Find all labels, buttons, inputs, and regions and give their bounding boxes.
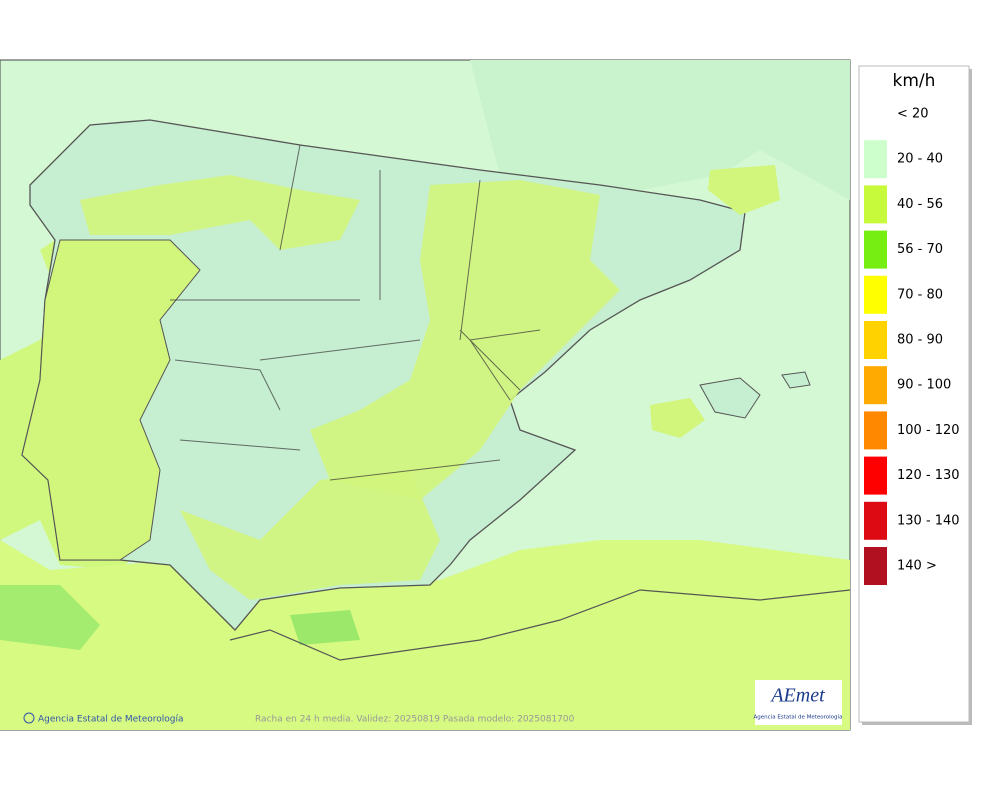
logo [755,680,842,725]
legend-label: 80 - 90 [897,333,943,348]
wind-zone [290,610,360,645]
wind-zone [708,165,780,215]
legend-label: < 20 [897,107,929,122]
credit: Agencia Estatal de Meteorología [38,715,184,725]
wind-zone [310,180,620,500]
legend-label: 56 - 70 [897,242,943,257]
island [781,371,811,389]
legend-swatch [864,456,887,495]
legend-label: 140 > [897,559,937,574]
wind-zone [80,175,360,250]
wind-zone [180,470,440,600]
legend-label: 100 - 120 [897,423,960,438]
wind-zone [0,585,100,650]
logo-subtitle: Agencia Estatal de Meteorología [754,714,843,721]
legend-label: 90 - 100 [897,378,951,393]
map: Agencia Estatal de Meteorología Racha en… [0,59,851,731]
legend-swatch [864,230,887,269]
footer: Racha en 24 h media. Validez: 20250819 P… [255,715,575,725]
legend-swatch [864,275,887,314]
island [699,377,761,419]
legend-swatch [864,411,887,450]
legend-swatch [864,321,887,359]
legend-swatch [864,501,887,540]
portugal [21,239,201,561]
legend-swatch [864,140,887,179]
africa-coast [229,589,851,661]
logo-title: AEmet [769,685,825,707]
sea-zone [470,60,850,200]
legend-unit: km/h [893,71,936,91]
copyright-icon [23,712,35,724]
legend-label: 130 - 140 [897,513,960,528]
wind-zone [650,398,705,438]
legend-label: 20 - 40 [897,152,943,167]
legend: km/h < 20 20 - 40 40 - 56 56 - 70 70 - 80 80 … [858,65,972,725]
legend-label: 40 - 56 [897,197,943,212]
legend-swatch [864,547,887,585]
borders [170,144,541,481]
legend-swatch [864,366,887,405]
legend-label: 70 - 80 [897,287,943,302]
legend-label: 120 - 130 [897,468,960,483]
legend-swatch [864,185,887,224]
